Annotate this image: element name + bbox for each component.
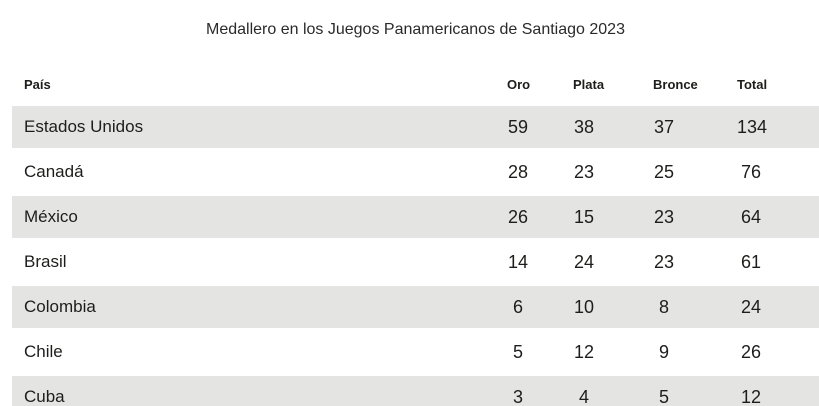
silver-value: 23 bbox=[573, 161, 595, 182]
silver-value: 10 bbox=[573, 296, 595, 317]
cell-total: 61 bbox=[737, 241, 819, 286]
cell-silver: 24 bbox=[573, 241, 653, 286]
cell-country: Estados Unidos bbox=[12, 106, 507, 151]
gold-value: 14 bbox=[507, 251, 529, 272]
cell-bronze: 9 bbox=[653, 331, 737, 376]
cell-bronze: 23 bbox=[653, 196, 737, 241]
cell-total: 12 bbox=[737, 376, 819, 406]
medal-table: País Oro Plata Bronce Total Estados Unid… bbox=[12, 39, 819, 406]
gold-value: 3 bbox=[512, 386, 523, 406]
cell-silver: 23 bbox=[573, 151, 653, 196]
cell-bronze: 37 bbox=[653, 106, 737, 151]
col-header-total: Total bbox=[737, 77, 768, 92]
table-row: Canadá 28 23 25 76 bbox=[12, 151, 819, 196]
total-value: 76 bbox=[740, 161, 762, 182]
table-row: México 26 15 23 64 bbox=[12, 196, 819, 241]
bronze-value: 37 bbox=[653, 116, 675, 137]
cell-bronze: 8 bbox=[653, 286, 737, 331]
bronze-value: 5 bbox=[658, 386, 669, 406]
cell-total: 76 bbox=[737, 151, 819, 196]
total-value: 64 bbox=[740, 206, 762, 227]
cell-gold: 6 bbox=[507, 286, 573, 331]
cell-country: Cuba bbox=[12, 376, 507, 406]
silver-value: 15 bbox=[573, 206, 595, 227]
cell-country: México bbox=[12, 196, 507, 241]
total-value: 24 bbox=[740, 296, 762, 317]
total-value: 134 bbox=[737, 116, 768, 137]
table-row: Cuba 3 4 5 12 bbox=[12, 376, 819, 406]
cell-silver: 10 bbox=[573, 286, 653, 331]
col-header-bronce: Bronce bbox=[653, 77, 698, 92]
gold-value: 5 bbox=[512, 341, 523, 362]
cell-total: 134 bbox=[737, 106, 819, 151]
silver-value: 12 bbox=[573, 341, 595, 362]
gold-value: 28 bbox=[507, 161, 529, 182]
bronze-value: 9 bbox=[658, 341, 669, 362]
cell-bronze: 25 bbox=[653, 151, 737, 196]
cell-total: 26 bbox=[737, 331, 819, 376]
silver-value: 38 bbox=[573, 116, 595, 137]
cell-bronze: 5 bbox=[653, 376, 737, 406]
table-row: Brasil 14 24 23 61 bbox=[12, 241, 819, 286]
cell-gold: 5 bbox=[507, 331, 573, 376]
cell-total: 24 bbox=[737, 286, 819, 331]
header-row: País Oro Plata Bronce Total bbox=[12, 39, 819, 106]
cell-gold: 26 bbox=[507, 196, 573, 241]
cell-country: Chile bbox=[12, 331, 507, 376]
bronze-value: 8 bbox=[658, 296, 669, 317]
cell-country: Brasil bbox=[12, 241, 507, 286]
cell-gold: 59 bbox=[507, 106, 573, 151]
gold-value: 6 bbox=[512, 296, 523, 317]
gold-value: 26 bbox=[507, 206, 529, 227]
table-row: Chile 5 12 9 26 bbox=[12, 331, 819, 376]
cell-gold: 3 bbox=[507, 376, 573, 406]
silver-value: 24 bbox=[573, 251, 595, 272]
col-header-plata: Plata bbox=[573, 77, 605, 92]
cell-bronze: 23 bbox=[653, 241, 737, 286]
silver-value: 4 bbox=[578, 386, 589, 406]
table-row: Estados Unidos 59 38 37 134 bbox=[12, 106, 819, 151]
bronze-value: 25 bbox=[653, 161, 675, 182]
cell-silver: 4 bbox=[573, 376, 653, 406]
bronze-value: 23 bbox=[653, 206, 675, 227]
cell-gold: 14 bbox=[507, 241, 573, 286]
cell-silver: 38 bbox=[573, 106, 653, 151]
total-value: 26 bbox=[740, 341, 762, 362]
col-header-oro: Oro bbox=[507, 77, 531, 92]
bronze-value: 23 bbox=[653, 251, 675, 272]
table-row: Colombia 6 10 8 24 bbox=[12, 286, 819, 331]
cell-gold: 28 bbox=[507, 151, 573, 196]
total-value: 12 bbox=[740, 386, 762, 406]
col-header-pais: País bbox=[24, 77, 51, 92]
gold-value: 59 bbox=[507, 116, 529, 137]
cell-country: Canadá bbox=[12, 151, 507, 196]
chart-title: Medallero en los Juegos Panamericanos de… bbox=[206, 21, 625, 38]
cell-silver: 15 bbox=[573, 196, 653, 241]
cell-total: 64 bbox=[737, 196, 819, 241]
cell-silver: 12 bbox=[573, 331, 653, 376]
total-value: 61 bbox=[740, 251, 762, 272]
cell-country: Colombia bbox=[12, 286, 507, 331]
